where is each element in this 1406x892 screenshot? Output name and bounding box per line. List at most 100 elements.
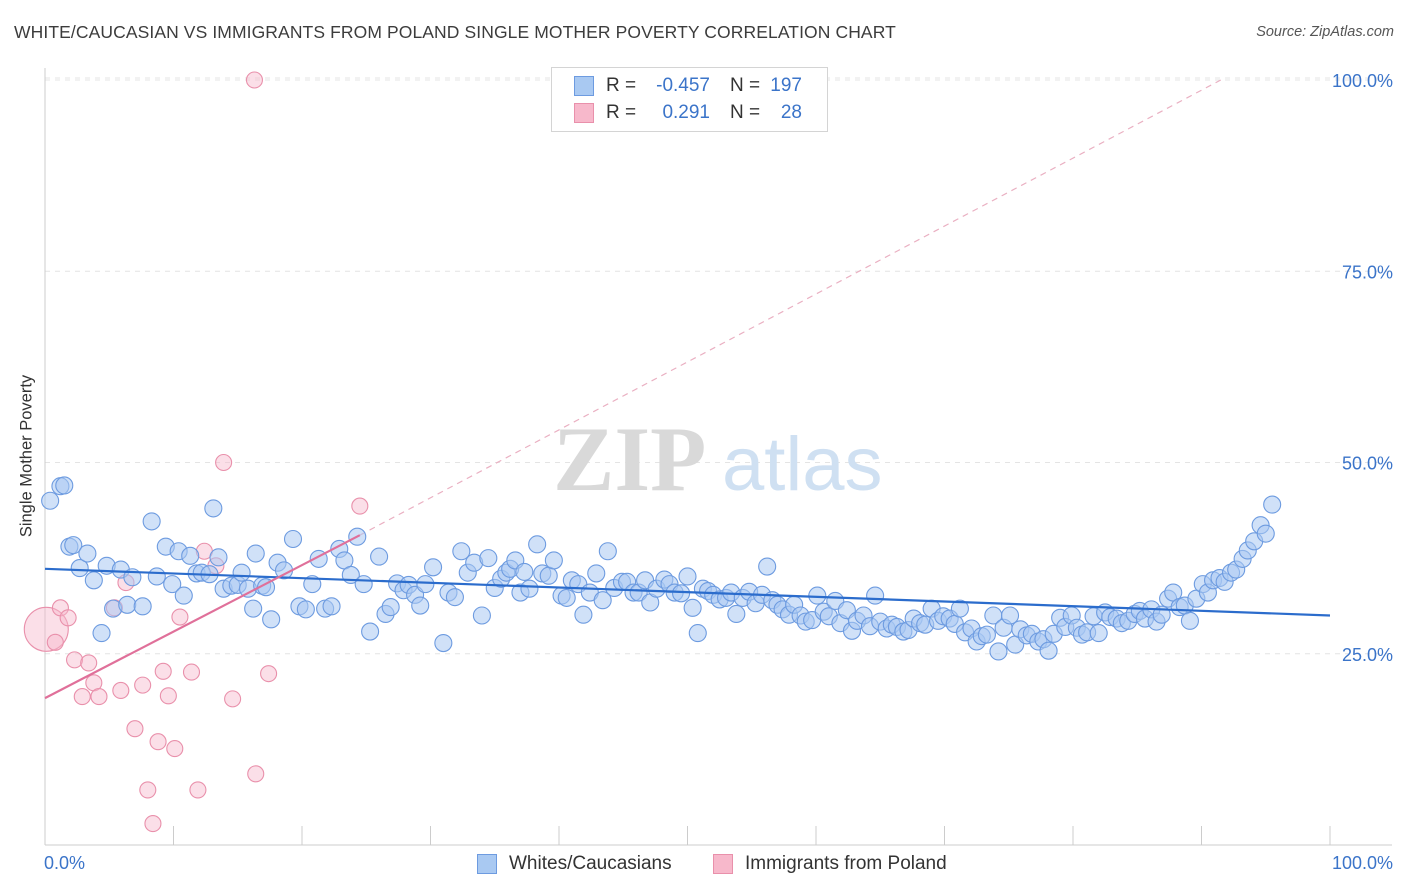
watermark-atlas: atlas [722, 422, 883, 507]
blue-point [1039, 641, 1058, 660]
blue-point [92, 624, 111, 643]
blue-point [1263, 495, 1282, 514]
blue-point [520, 579, 539, 598]
blue-point [361, 622, 380, 641]
blue-point [977, 625, 996, 644]
source-label: Source: ZipAtlas.com [1256, 24, 1394, 40]
blue-point [354, 575, 373, 594]
watermark: ZIP atlas [553, 408, 883, 510]
blue-point [118, 595, 137, 614]
pink-point [154, 662, 172, 680]
blue-point [593, 591, 612, 610]
legend-swatch-pink [574, 103, 594, 123]
legend-n-label: N = [730, 102, 761, 123]
blue-point [416, 575, 435, 594]
blue-point [678, 567, 697, 586]
blue-point [452, 542, 471, 561]
blue-point [1000, 606, 1020, 625]
blue-point [528, 535, 547, 554]
pink-point [224, 690, 242, 708]
blue-point [209, 548, 228, 567]
pink-point [73, 688, 91, 706]
blue-point [41, 491, 60, 510]
y-tick-label: 50.0% [1342, 454, 1393, 474]
blue-point [303, 575, 322, 594]
blue-point [479, 549, 498, 568]
legend-row-poland: R = 0.291 N = 28 [574, 100, 802, 126]
bottom-legend-swatch-blue [477, 854, 497, 874]
bottom-legend-whites: Whites/Caucasians [477, 851, 672, 877]
blue-point [515, 562, 534, 581]
blue-trend-line [44, 567, 1331, 617]
blue-point [411, 596, 430, 615]
pink-point [23, 606, 69, 652]
blue-point [370, 547, 389, 566]
immigrants-from-poland-points [23, 71, 369, 833]
blue-point [64, 536, 83, 555]
pink-trend-extension-line [359, 79, 1222, 536]
blue-point [727, 604, 746, 624]
pink-point [149, 733, 167, 751]
pink-point [171, 608, 189, 626]
trend-lines [44, 534, 1331, 700]
blue-point [544, 551, 563, 570]
blue-point [78, 544, 97, 563]
blue-point [587, 564, 606, 583]
y-tick-label: 25.0% [1342, 645, 1393, 665]
blue-point [84, 571, 103, 590]
blue-point [204, 499, 223, 518]
blue-point [232, 563, 251, 582]
blue-point [133, 597, 152, 616]
blue-point [539, 566, 558, 585]
y-axis-label: Single Mother Poverty [17, 374, 36, 538]
blue-point [322, 597, 341, 616]
legend-r-value: -0.457 [656, 75, 710, 96]
pink-point [189, 781, 207, 799]
pink-point [90, 688, 108, 706]
y-tick-labels: 25.0% 50.0% 75.0% 100.0% [1332, 71, 1393, 665]
blue-point [142, 512, 161, 531]
pink-point [112, 681, 130, 700]
x-tick-labels: 0.0% 100.0% [44, 853, 1393, 873]
blue-point [283, 529, 303, 549]
legend-swatch-blue [574, 76, 594, 96]
blue-point [70, 559, 89, 578]
blue-point [1180, 611, 1199, 630]
bottom-legend-label: Immigrants from Poland [745, 853, 947, 874]
pink-point [159, 687, 177, 705]
blue-point [296, 600, 315, 619]
blue-point [598, 542, 617, 561]
blue-point [557, 588, 576, 607]
blue-point [950, 599, 969, 618]
blue-point [381, 598, 400, 617]
pink-trend-line [44, 534, 361, 700]
pink-point [166, 740, 184, 758]
watermark-zip: ZIP [553, 408, 706, 510]
blue-point [163, 575, 182, 594]
pink-point [59, 609, 77, 627]
legend-r-label: R = [606, 102, 637, 123]
pink-point [134, 676, 152, 694]
blue-point [758, 557, 777, 576]
blue-point [672, 584, 691, 603]
blue-point [989, 642, 1008, 661]
pink-point [126, 720, 144, 738]
axes [44, 68, 1392, 846]
blue-point [434, 633, 453, 653]
legend-n-value: 197 [770, 75, 802, 96]
pink-point [139, 781, 157, 799]
blue-point [55, 476, 74, 495]
pink-point [260, 665, 278, 683]
blue-point [246, 544, 265, 563]
pink-point [182, 663, 201, 681]
blue-point [472, 606, 491, 625]
blue-point [244, 599, 263, 618]
pink-point [80, 654, 98, 672]
pink-point [46, 633, 64, 651]
bottom-legend-swatch-pink [713, 854, 733, 874]
pink-point [351, 497, 369, 515]
pink-point [247, 765, 265, 783]
pink-trend-extension [359, 79, 1222, 536]
x-tick-label-min: 0.0% [44, 853, 85, 873]
